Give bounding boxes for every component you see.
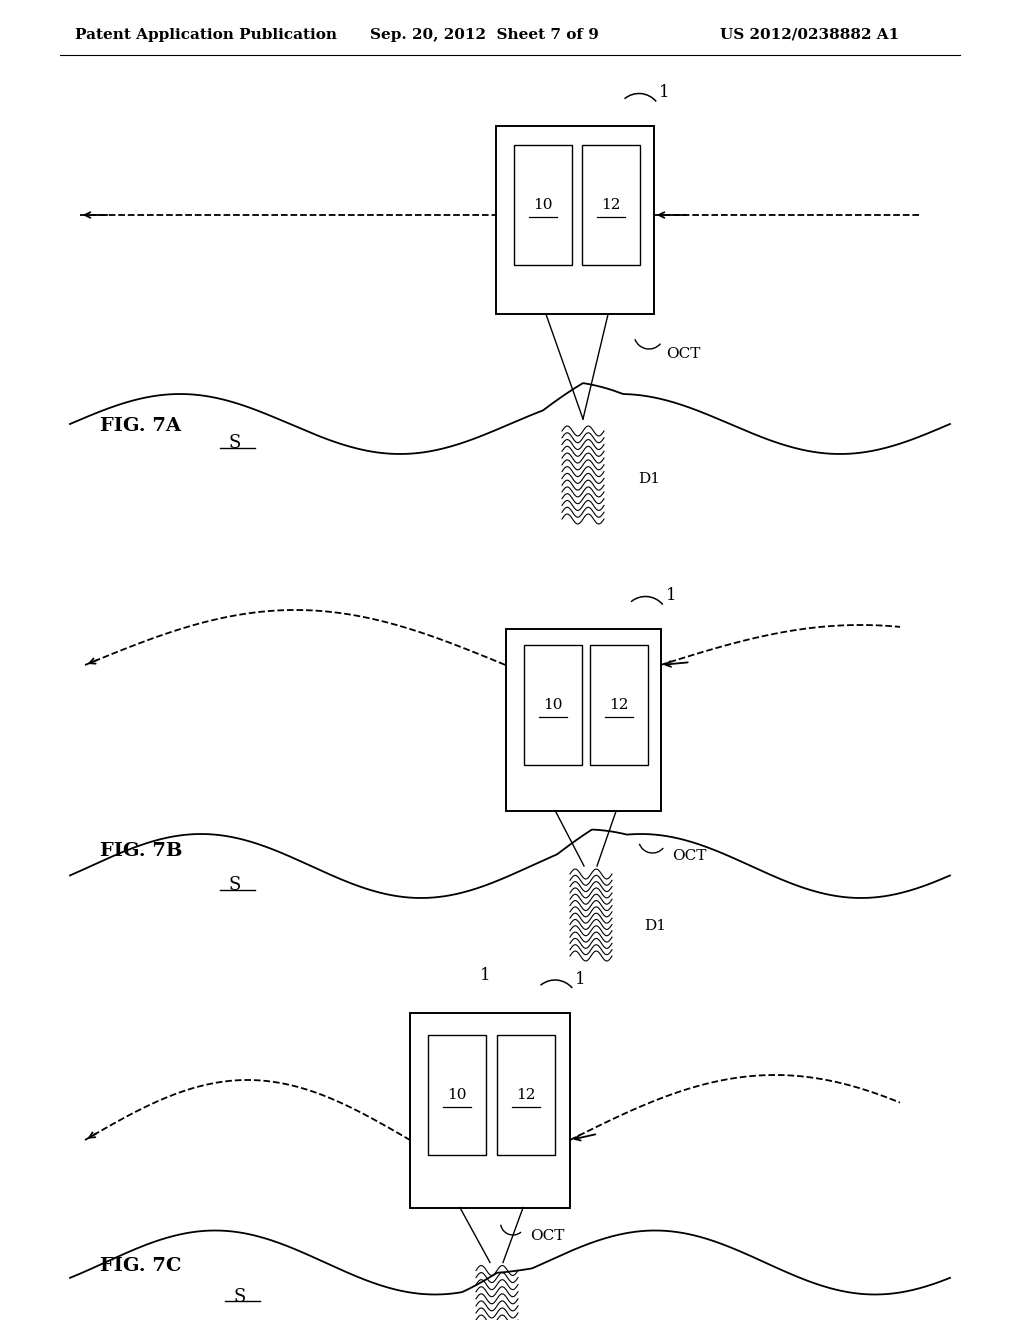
Bar [410,1012,570,1208]
Text: 12: 12 [516,1088,536,1102]
Text: FIG. 7B: FIG. 7B [100,842,182,861]
Bar [582,145,640,265]
Bar [497,1035,555,1155]
Bar [506,630,660,810]
Text: OCT: OCT [666,347,700,360]
Text: 12: 12 [609,698,629,711]
Text: Patent Application Publication: Patent Application Publication [75,28,337,42]
Text: FIG. 7C: FIG. 7C [100,1257,181,1275]
Bar [514,145,572,265]
Text: D1: D1 [638,473,660,486]
Text: US 2012/0238882 A1: US 2012/0238882 A1 [720,28,899,42]
Bar [496,125,654,314]
Text: 1: 1 [575,970,586,987]
Text: Sep. 20, 2012  Sheet 7 of 9: Sep. 20, 2012 Sheet 7 of 9 [370,28,599,42]
Text: 1: 1 [480,968,490,985]
Bar [590,645,648,766]
Bar [428,1035,486,1155]
Text: S: S [228,434,242,451]
Text: FIG. 7A: FIG. 7A [100,417,181,436]
Text: S: S [228,876,242,894]
Text: 10: 10 [543,698,562,711]
Text: D1: D1 [644,919,666,933]
Text: 1: 1 [659,84,670,102]
Text: OCT: OCT [530,1229,564,1242]
Text: 12: 12 [601,198,621,213]
Text: OCT: OCT [673,849,707,863]
Text: 10: 10 [447,1088,467,1102]
Bar [523,645,582,766]
Text: S: S [233,1287,246,1305]
Text: 1: 1 [666,587,676,605]
Text: 10: 10 [534,198,553,213]
